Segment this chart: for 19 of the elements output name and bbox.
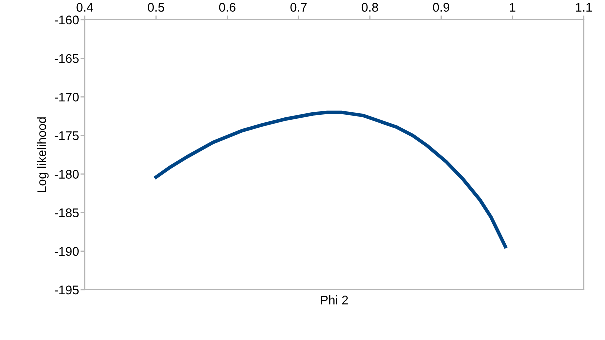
x-tick-label: 0.7 bbox=[290, 3, 307, 12]
y-tick-label: -165 bbox=[54, 54, 79, 64]
y-tick-label: -175 bbox=[54, 132, 79, 140]
x-tick-label: 0.6 bbox=[219, 3, 236, 12]
x-tick-label: 1 bbox=[510, 3, 516, 12]
x-tick-label: 0.9 bbox=[433, 3, 450, 12]
y-tick-label: -185 bbox=[54, 208, 79, 218]
x-tick-label: 1.1 bbox=[576, 3, 592, 12]
x-tick-label: 0.8 bbox=[362, 3, 378, 12]
y-tick-label: -180 bbox=[54, 170, 79, 179]
y-axis-title: Log likelihood bbox=[37, 118, 49, 192]
y-tick-label: -170 bbox=[54, 92, 79, 102]
y-tick-label: -195 bbox=[54, 286, 79, 295]
y-tick-label: -160 bbox=[54, 16, 79, 25]
x-axis-title: Phi 2 bbox=[321, 296, 348, 305]
y-tick-label: -190 bbox=[54, 247, 79, 256]
x-tick-label: 0.4 bbox=[76, 3, 94, 12]
x-tick-label: 0.5 bbox=[148, 3, 164, 12]
line-series bbox=[154, 110, 508, 249]
